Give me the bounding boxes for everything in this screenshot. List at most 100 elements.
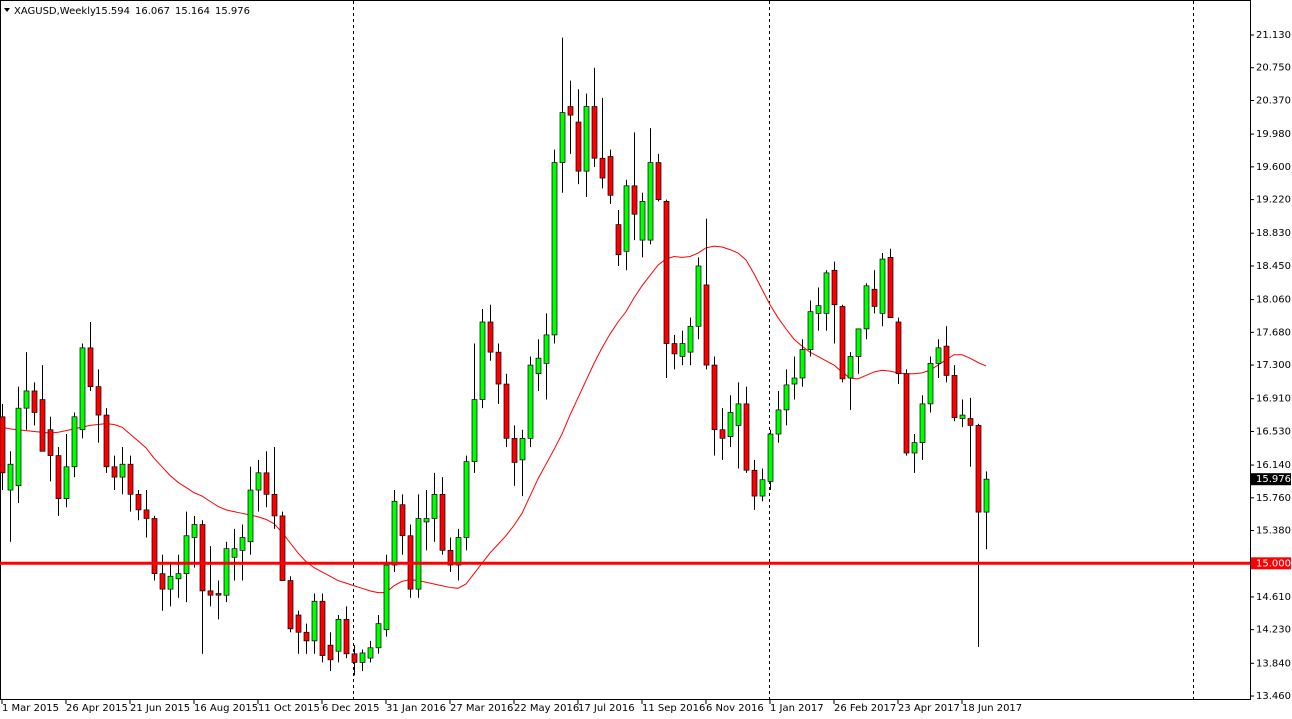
menu-arrow[interactable]: [4, 8, 10, 12]
candle-body: [151, 518, 158, 575]
candle-body: [535, 357, 542, 375]
candle-body: [39, 399, 46, 452]
candle-body: [71, 416, 78, 468]
candle-body: [927, 363, 934, 405]
candle-body: [95, 386, 102, 416]
candle-body: [679, 343, 686, 357]
candle-body: [903, 373, 910, 454]
candle-body: [63, 466, 70, 500]
candle-body: [975, 425, 982, 513]
candle-body: [343, 618, 350, 655]
candle-body: [391, 500, 398, 566]
y-tick-label: 16.910: [1256, 394, 1291, 405]
candle-body: [439, 494, 446, 551]
x-tick-label: 11 Sep 2016: [642, 703, 705, 714]
candle-body: [471, 399, 478, 462]
candle-body: [775, 409, 782, 435]
candle-body: [127, 463, 134, 495]
header-high: 16.067: [135, 6, 170, 17]
candle-body: [823, 272, 830, 314]
y-tick-label: 17.680: [1256, 327, 1291, 338]
candle-body: [47, 429, 54, 456]
y-tick-label: 14.610: [1256, 592, 1291, 603]
x-tick-label: 16 Aug 2015: [194, 703, 258, 714]
header-close: 15.976: [215, 6, 250, 17]
candle-body: [831, 269, 838, 306]
candle-body: [767, 433, 774, 482]
candle-body: [79, 347, 86, 431]
candle-body: [183, 535, 190, 575]
candle-body: [615, 224, 622, 256]
y-tick-label: 21.130: [1256, 30, 1291, 41]
candle-body: [695, 265, 702, 327]
candle-body: [983, 478, 990, 513]
candle-body: [167, 575, 174, 590]
candle-body: [23, 390, 30, 409]
x-tick-label: 11 Oct 2015: [258, 703, 320, 714]
candle-body: [639, 200, 646, 241]
x-tick-label: 23 Apr 2017: [898, 703, 960, 714]
candle-body: [15, 407, 22, 487]
candle-body: [791, 377, 798, 385]
candle-body: [7, 463, 14, 491]
candle-body: [519, 437, 526, 461]
candle-body: [287, 580, 294, 630]
candle-body: [223, 548, 230, 596]
chart-title: XAGUSD,Weekly: [14, 6, 96, 17]
candle-body: [855, 328, 862, 357]
candle-body: [879, 258, 886, 314]
candle-body: [135, 494, 142, 511]
candle-body: [735, 403, 742, 426]
candle-body: [511, 437, 518, 463]
level-label: 15.000: [1256, 558, 1291, 569]
candle-body: [887, 257, 894, 319]
candle-body: [871, 288, 878, 307]
header-open: 15.594: [95, 6, 130, 17]
candle-body: [743, 403, 750, 471]
candle-body: [303, 631, 310, 642]
candle-body: [959, 414, 966, 419]
candle-body: [455, 537, 462, 566]
candle-body: [543, 334, 550, 364]
candle-body: [919, 403, 926, 443]
candle-body: [799, 349, 806, 379]
x-tick-label: 27 Mar 2016: [450, 703, 513, 714]
y-tick-label: 14.230: [1256, 625, 1291, 636]
y-tick-label: 16.530: [1256, 426, 1291, 437]
candle-body: [231, 548, 238, 558]
candle-body: [423, 518, 430, 523]
candle-body: [263, 472, 270, 495]
candle-body: [583, 106, 590, 172]
candle-body: [807, 311, 814, 350]
candle-body: [719, 429, 726, 439]
candle-body: [703, 284, 710, 366]
candle-body: [863, 285, 870, 330]
candle-body: [727, 412, 734, 437]
candle-body: [159, 573, 166, 590]
candle-body: [191, 524, 198, 538]
candle-body: [663, 200, 670, 344]
x-tick-label: 18 Jun 2017: [962, 703, 1022, 714]
candle-body: [479, 321, 486, 400]
candle-body: [119, 463, 126, 478]
y-tick-label: 17.300: [1256, 360, 1291, 371]
candle-body: [623, 185, 630, 252]
y-tick-label: 13.840: [1256, 658, 1291, 669]
candle-body: [143, 509, 150, 519]
candle-body: [327, 644, 334, 661]
candle-body: [783, 384, 790, 411]
candle-body: [31, 390, 38, 413]
candle-body: [239, 537, 246, 551]
candle-body: [935, 347, 942, 364]
candle-body: [367, 647, 374, 659]
candle-body: [943, 345, 950, 376]
candle-body: [951, 375, 958, 419]
y-tick-label: 19.220: [1256, 195, 1291, 206]
candle-body: [567, 106, 574, 116]
candle-body: [759, 479, 766, 497]
candle-body: [247, 489, 254, 543]
y-tick-label: 15.760: [1256, 493, 1291, 504]
candle-body: [399, 504, 406, 537]
y-tick-label: 18.830: [1256, 228, 1291, 239]
candle-body: [815, 305, 822, 314]
